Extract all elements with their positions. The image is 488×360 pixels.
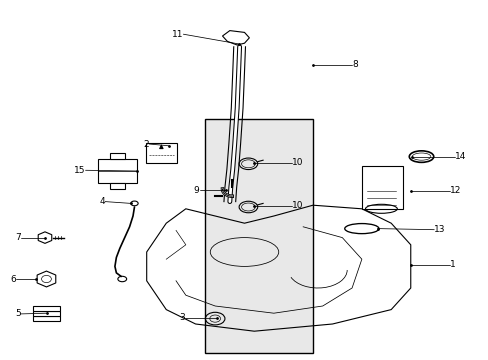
Text: 13: 13 [433,225,445,234]
Text: 12: 12 [449,186,460,195]
Text: 4: 4 [99,197,105,206]
Text: 10: 10 [292,202,304,210]
Bar [33,311,60,316]
Bar [205,119,312,353]
Text: 15: 15 [74,166,85,175]
Bar [33,306,60,311]
Text: 14: 14 [454,152,465,161]
Bar [361,166,403,209]
Text: 11: 11 [171,30,183,39]
Text: 10: 10 [292,158,304,167]
Text: 1: 1 [449,260,455,269]
Text: 2: 2 [143,140,149,149]
Text: 6: 6 [10,275,16,284]
Text: 8: 8 [351,60,357,69]
Bar [33,316,60,321]
FancyBboxPatch shape [145,143,177,163]
Text: 5: 5 [15,310,20,319]
Bar [98,159,137,183]
Text: 7: 7 [15,233,20,242]
Text: 9: 9 [193,186,199,195]
Text: 3: 3 [179,313,184,322]
Bar [110,153,124,159]
Bar [110,183,124,189]
